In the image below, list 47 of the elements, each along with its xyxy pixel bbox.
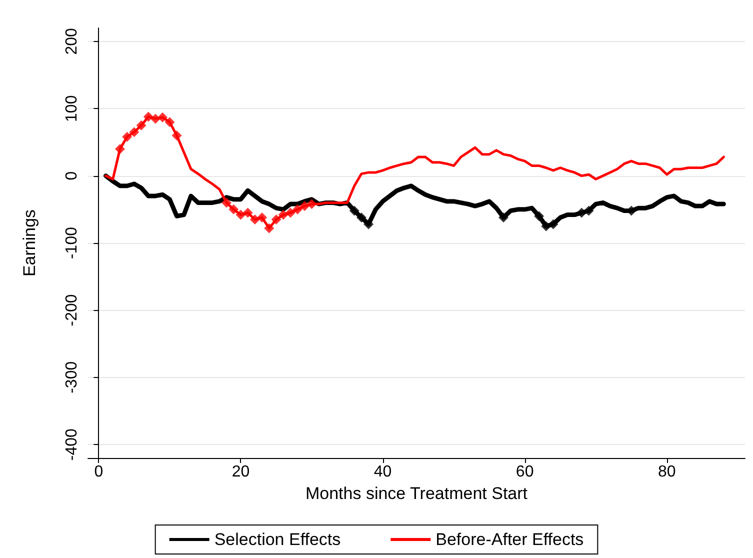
point bbox=[584, 206, 594, 216]
point bbox=[306, 199, 317, 210]
point bbox=[242, 208, 253, 218]
y-tick-label: -400 bbox=[64, 428, 80, 461]
point bbox=[158, 112, 168, 122]
point bbox=[136, 120, 146, 130]
point bbox=[541, 221, 552, 232]
y-axis-title: Earnings bbox=[20, 209, 39, 277]
point bbox=[114, 144, 125, 154]
point bbox=[548, 219, 558, 230]
point bbox=[236, 210, 246, 220]
point bbox=[356, 212, 366, 222]
point bbox=[257, 212, 268, 222]
x-tick-label: 0 bbox=[94, 464, 104, 480]
point bbox=[150, 114, 160, 124]
y-tick-label: 100 bbox=[64, 95, 80, 122]
y-tick-label: -100 bbox=[64, 226, 80, 260]
y-tick-label: -200 bbox=[64, 294, 80, 326]
point bbox=[164, 117, 175, 128]
x-tick-label: 60 bbox=[516, 464, 534, 480]
point bbox=[534, 211, 544, 222]
point bbox=[285, 208, 296, 218]
point bbox=[364, 219, 374, 230]
point bbox=[300, 201, 310, 212]
point bbox=[498, 212, 509, 222]
point bbox=[349, 206, 360, 216]
point bbox=[122, 132, 132, 142]
point bbox=[250, 214, 260, 224]
point bbox=[576, 208, 587, 218]
y-tick-label: 0 bbox=[64, 171, 80, 180]
point bbox=[222, 198, 232, 208]
point bbox=[292, 204, 303, 214]
point bbox=[278, 210, 288, 220]
y-tick-label: -300 bbox=[64, 361, 80, 394]
x-axis-title: Months since Treatment Start bbox=[305, 484, 528, 503]
point bbox=[143, 112, 154, 122]
point bbox=[271, 214, 282, 224]
point bbox=[228, 204, 239, 214]
point bbox=[172, 130, 182, 140]
legend-label: Selection Effects bbox=[214, 530, 341, 549]
x-tick-label: 40 bbox=[374, 464, 392, 480]
y-tick-label: 200 bbox=[64, 28, 80, 55]
legend-label: Before-After Effects bbox=[436, 530, 584, 549]
x-tick-label: 20 bbox=[232, 464, 250, 480]
point bbox=[264, 223, 274, 234]
point bbox=[129, 127, 140, 138]
x-tick-label: 80 bbox=[658, 464, 676, 480]
